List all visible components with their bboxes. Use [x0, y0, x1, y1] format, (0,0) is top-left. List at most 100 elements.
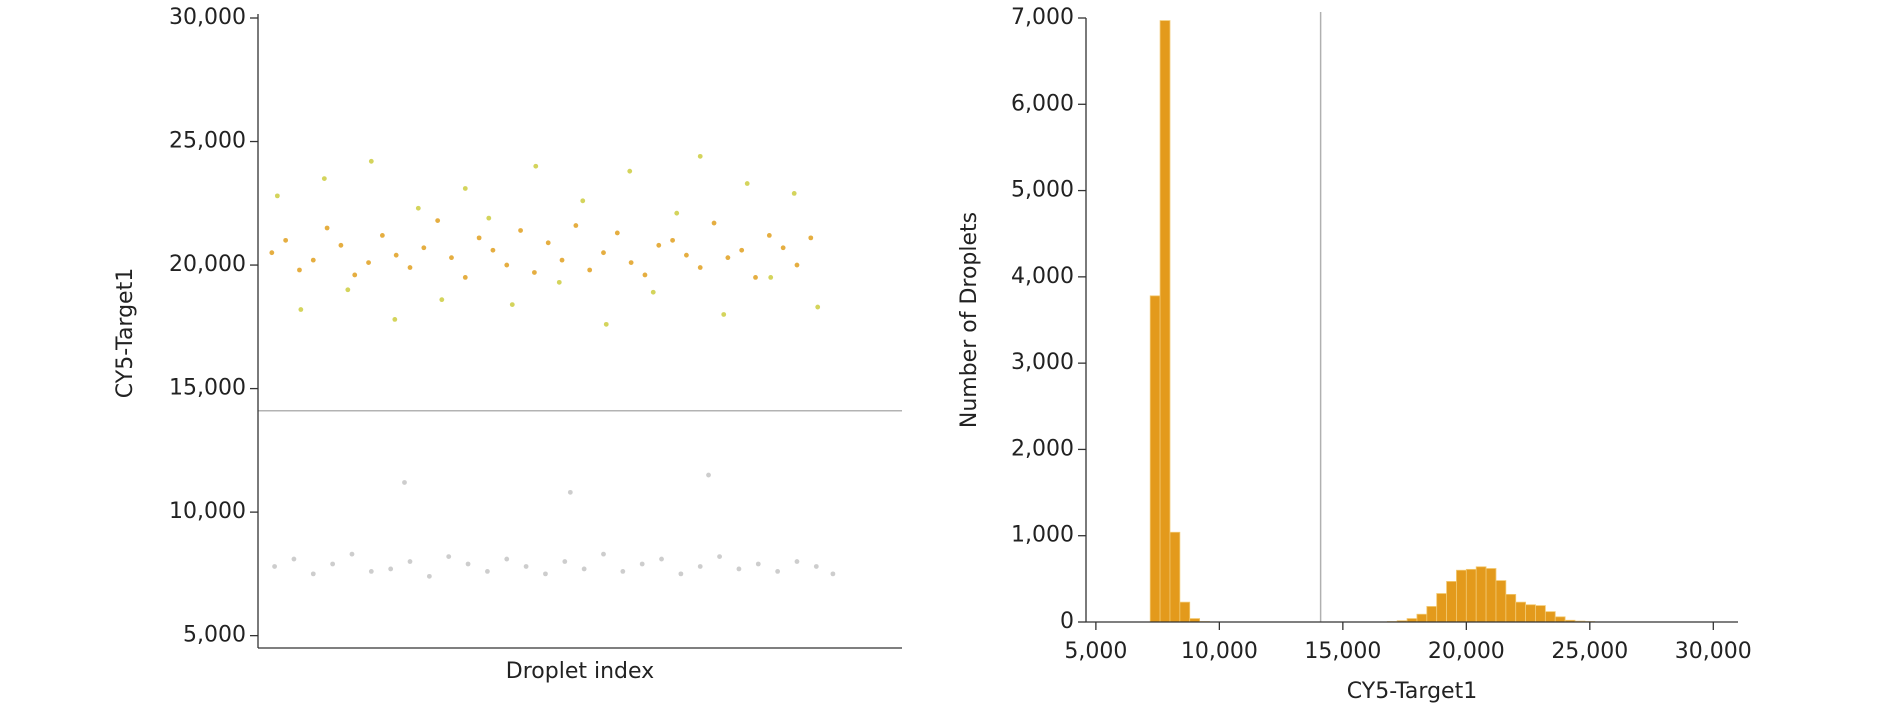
droplet [368, 158, 374, 164]
droplet [523, 564, 529, 569]
histogram-bar [1436, 593, 1447, 623]
y-tick-label: 7,000 [1011, 5, 1074, 30]
droplet [614, 230, 620, 236]
histogram-bar [1485, 568, 1497, 623]
droplet [580, 198, 586, 204]
droplet [697, 265, 703, 270]
histogram-bar [1465, 568, 1477, 623]
droplet [274, 193, 280, 199]
droplet [674, 210, 680, 216]
histogram-bar [1525, 604, 1536, 623]
y-tick-label: 4,000 [1011, 264, 1074, 289]
droplet [352, 272, 358, 278]
droplet [628, 260, 634, 265]
droplet [639, 561, 645, 567]
droplet [659, 556, 664, 562]
droplet [543, 571, 548, 577]
y-tick-label: 30,000 [169, 5, 246, 30]
droplet [291, 556, 297, 562]
droplet [670, 237, 675, 243]
droplet [642, 272, 648, 278]
droplet [581, 566, 587, 572]
y-tick-label: 5,000 [183, 623, 246, 648]
droplet [556, 279, 562, 285]
droplet [813, 564, 819, 569]
droplet [808, 235, 814, 241]
x-tick-label: 30,000 [1675, 639, 1752, 664]
droplet [744, 181, 750, 186]
droplet [366, 260, 371, 265]
droplet [603, 321, 609, 327]
histogram-bar [1446, 581, 1457, 623]
droplet [476, 235, 482, 241]
droplet [545, 240, 551, 246]
x-axis-label: CY5-Target1 [1347, 679, 1477, 704]
histogram-bar [1554, 616, 1566, 623]
droplet [559, 257, 565, 263]
droplet [388, 566, 394, 572]
droplet [780, 245, 786, 251]
droplet [330, 561, 336, 567]
droplet [504, 262, 510, 268]
droplet [791, 191, 797, 196]
x-tick-label: 25,000 [1551, 639, 1628, 664]
droplet [426, 573, 432, 579]
droplet [697, 153, 703, 159]
droplet [567, 489, 573, 495]
droplet [573, 223, 579, 228]
droplet [407, 265, 413, 270]
droplet [490, 247, 496, 253]
droplet [297, 267, 302, 273]
histogram-bar [1475, 566, 1487, 623]
droplet [739, 247, 745, 253]
droplet [349, 551, 355, 557]
droplet [775, 569, 781, 574]
droplet [753, 275, 758, 280]
histogram-bar [1535, 605, 1546, 623]
histogram-bar [1505, 593, 1517, 623]
droplet [721, 312, 727, 317]
droplet [446, 554, 452, 559]
droplet [533, 163, 539, 169]
y-axis-label: CY5-Target1 [113, 268, 138, 398]
droplet [435, 218, 441, 223]
droplet [509, 302, 515, 307]
droplet [697, 564, 703, 569]
droplet [393, 252, 399, 258]
droplet [486, 215, 492, 221]
droplet [768, 275, 774, 280]
droplet [324, 225, 330, 231]
droplet [717, 554, 722, 559]
droplet [379, 233, 385, 238]
histogram-bar [1416, 613, 1428, 623]
droplet [345, 287, 351, 293]
droplet [531, 270, 537, 275]
droplet [421, 245, 427, 251]
droplet [601, 250, 606, 256]
droplet [684, 252, 689, 258]
droplet [725, 255, 731, 261]
histogram-bar [1544, 611, 1556, 623]
x-tick-label: 10,000 [1181, 639, 1258, 664]
droplet [504, 556, 510, 562]
y-tick-label: 0 [1060, 609, 1074, 634]
y-tick-label: 3,000 [1011, 350, 1074, 375]
droplet [415, 205, 421, 211]
droplet [766, 233, 772, 238]
droplet [368, 569, 374, 574]
y-tick-label: 2,000 [1011, 436, 1074, 461]
y-tick-label: 10,000 [169, 499, 246, 524]
droplet [830, 571, 836, 577]
x-tick-label: 5,000 [1064, 639, 1127, 664]
droplet [439, 297, 445, 303]
histogram-bar [1495, 580, 1507, 623]
droplet [407, 559, 413, 564]
histogram-bar [1159, 20, 1171, 623]
droplet [706, 472, 711, 478]
droplet [601, 551, 606, 557]
y-axis-label: Number of Droplets [957, 212, 982, 428]
droplet [392, 317, 398, 322]
droplet [402, 480, 407, 485]
droplet [815, 304, 821, 310]
